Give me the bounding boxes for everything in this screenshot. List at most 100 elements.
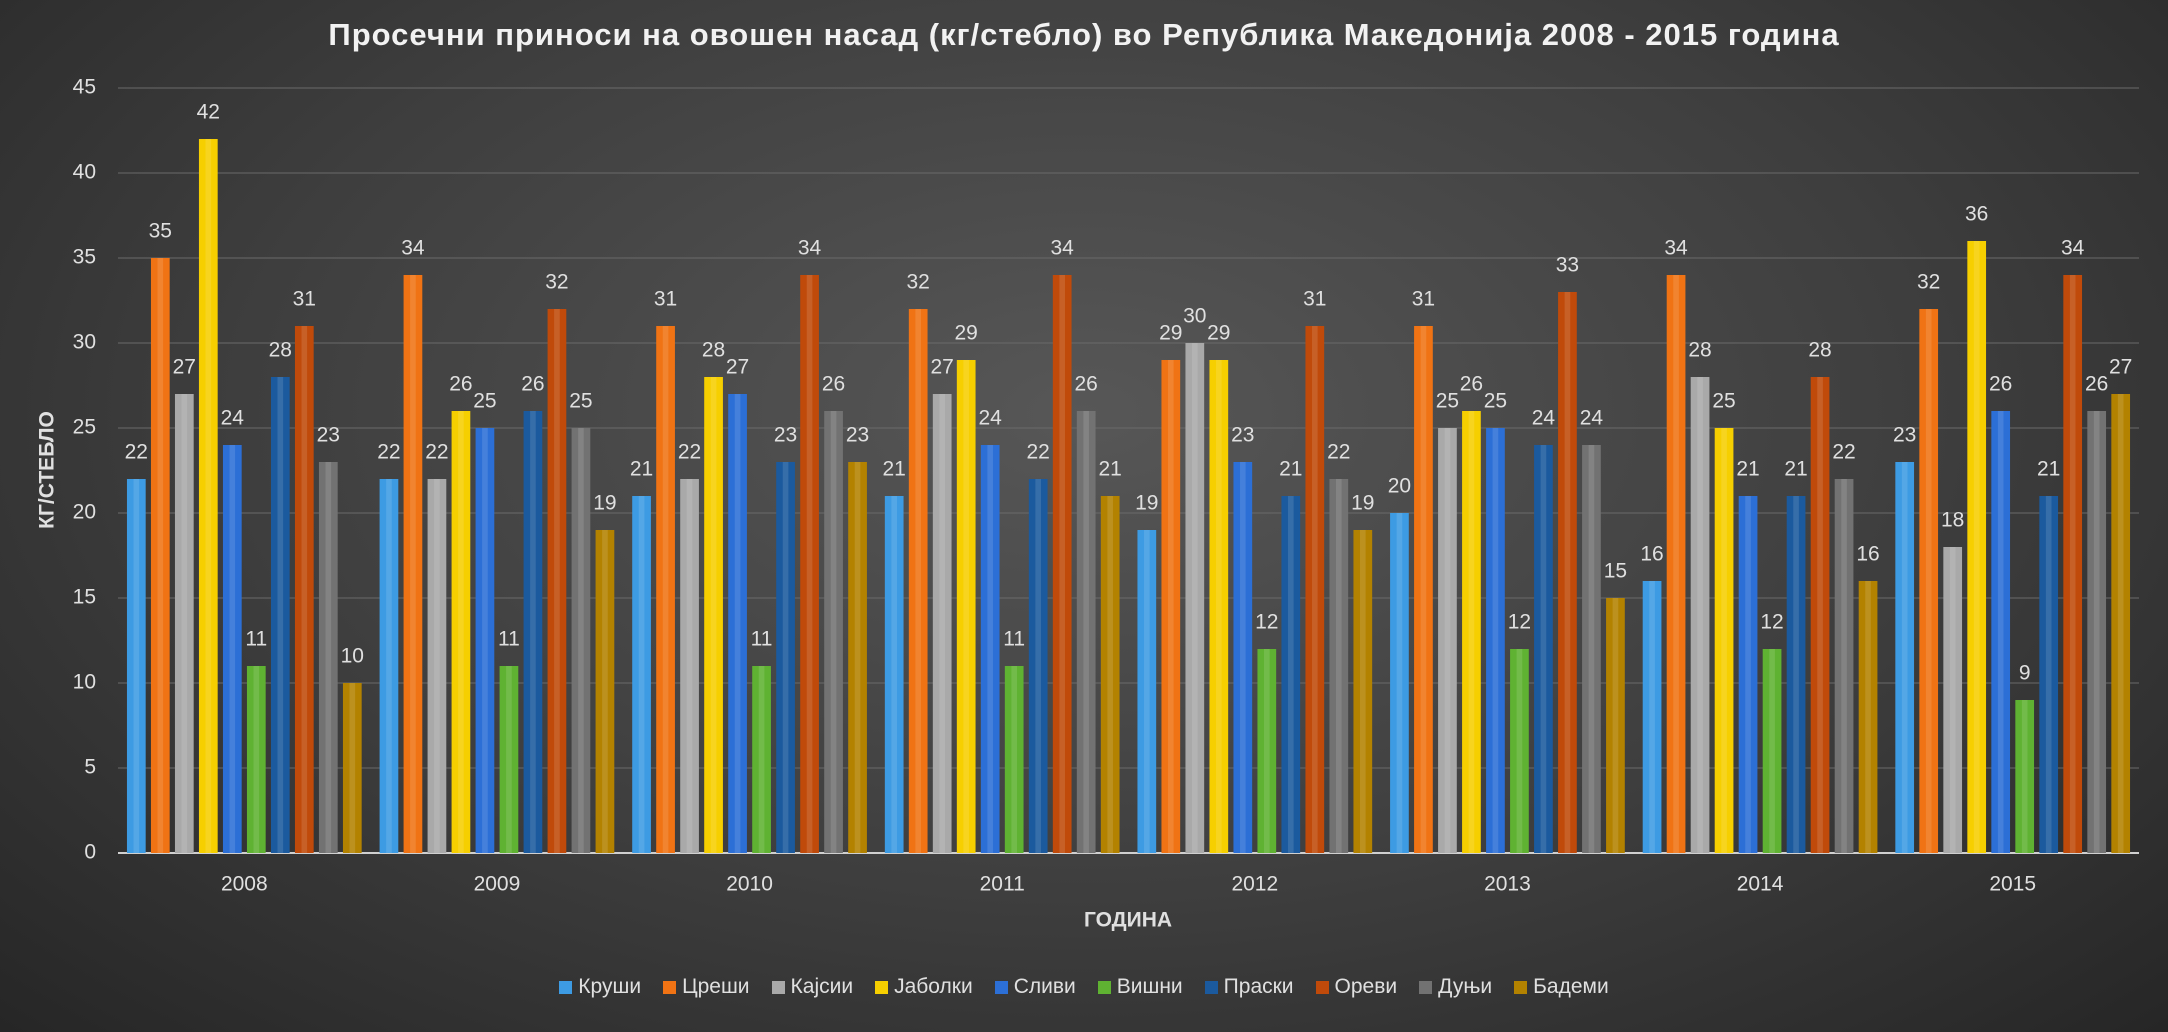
data-label: 21 <box>1736 458 1759 481</box>
bar-highlight <box>1612 598 1619 853</box>
bar-highlight <box>1588 445 1595 853</box>
bar-highlight <box>686 479 693 853</box>
bar <box>1028 479 1048 853</box>
y-tick-label: 45 <box>73 76 96 99</box>
bar <box>1462 411 1481 853</box>
data-label: 22 <box>125 441 148 464</box>
bar <box>174 394 194 853</box>
bar-highlight <box>2021 700 2028 853</box>
data-label: 20 <box>1388 475 1411 498</box>
bar <box>1052 275 1072 853</box>
legend-item: Сливи <box>994 975 1076 999</box>
bar-highlight <box>758 666 765 853</box>
data-label: 24 <box>1532 407 1556 430</box>
bar <box>932 394 952 853</box>
data-label: 10 <box>341 645 364 668</box>
bar <box>1895 462 1915 853</box>
bar <box>547 309 567 853</box>
data-label: 11 <box>245 628 267 651</box>
data-label: 28 <box>702 339 725 362</box>
bar <box>1834 479 1854 853</box>
bar-highlight <box>638 496 645 853</box>
legend-label: Праски <box>1223 975 1294 998</box>
bar-highlight <box>181 394 188 853</box>
data-label: 18 <box>1941 509 1964 532</box>
bar-highlight <box>1997 411 2004 853</box>
data-label: 27 <box>173 356 196 379</box>
bar-highlight <box>1420 326 1427 853</box>
legend-item: Кајсии <box>771 975 853 999</box>
data-label: 21 <box>883 458 906 481</box>
bar-highlight <box>229 445 236 853</box>
bar-highlight <box>1264 649 1270 853</box>
bar <box>776 462 795 853</box>
bar <box>2063 275 2083 853</box>
bar-highlight <box>133 479 140 853</box>
bar <box>403 275 423 853</box>
data-label: 32 <box>907 271 930 294</box>
bar-highlight <box>554 309 560 853</box>
bar-highlight <box>1973 241 1980 853</box>
bar <box>1690 377 1710 853</box>
legend-item: Праски <box>1204 975 1294 999</box>
bar-highlight <box>1107 496 1113 853</box>
bar <box>752 666 771 853</box>
bar <box>800 275 819 853</box>
bar <box>2015 700 2035 853</box>
bar-highlight <box>1793 496 1799 853</box>
x-tick-label: 2011 <box>980 873 1025 896</box>
data-label: 19 <box>1135 492 1158 515</box>
bar <box>1943 547 1963 853</box>
data-label: 23 <box>846 424 869 447</box>
bar-highlight <box>1649 581 1655 853</box>
bar-highlight <box>1444 428 1451 853</box>
legend-swatch <box>1419 980 1433 994</box>
bar <box>1486 428 1505 853</box>
bar <box>908 309 928 853</box>
bar <box>427 479 447 853</box>
data-label: 22 <box>678 441 701 464</box>
bar <box>150 258 170 853</box>
data-label: 22 <box>425 441 448 464</box>
bar-highlight <box>1312 326 1318 853</box>
data-label: 30 <box>1183 305 1206 328</box>
data-label: 26 <box>2085 373 2108 396</box>
data-label: 23 <box>774 424 797 447</box>
legend-swatch <box>1514 980 1528 994</box>
bar-highlight <box>1144 530 1150 853</box>
data-label: 28 <box>1808 339 1831 362</box>
data-label: 23 <box>317 424 340 447</box>
y-tick-label: 25 <box>73 416 96 439</box>
data-label: 34 <box>401 237 425 260</box>
legend-swatch <box>771 980 785 994</box>
data-label: 24 <box>979 407 1003 430</box>
bar-highlight <box>915 309 921 853</box>
bar <box>1810 377 1830 853</box>
bar-highlight <box>2045 496 2052 853</box>
bar-highlight <box>734 394 741 853</box>
bar <box>680 479 699 853</box>
data-label: 21 <box>1099 458 1122 481</box>
bar-highlight <box>939 394 945 853</box>
bar <box>1004 666 1024 853</box>
data-label: 25 <box>473 390 496 413</box>
bar <box>1738 496 1758 853</box>
bar-highlight <box>662 326 669 853</box>
bar-highlight <box>1216 360 1222 853</box>
data-label: 26 <box>1989 373 2012 396</box>
data-label: 22 <box>1832 441 1855 464</box>
bar <box>270 377 290 853</box>
x-tick-label: 2014 <box>1737 873 1784 896</box>
bar-highlight <box>1949 547 1956 853</box>
bar <box>1390 513 1409 853</box>
data-label: 31 <box>1303 288 1326 311</box>
x-axis-title: ГОДИНА <box>1084 909 1172 932</box>
bar <box>1919 309 1939 853</box>
legend-swatch <box>559 980 573 994</box>
bar <box>1161 360 1181 853</box>
data-label: 25 <box>1484 390 1507 413</box>
legend-item: Дуњи <box>1419 975 1492 999</box>
data-label: 27 <box>2109 356 2132 379</box>
data-label: 29 <box>1207 322 1230 345</box>
data-label: 31 <box>654 288 677 311</box>
